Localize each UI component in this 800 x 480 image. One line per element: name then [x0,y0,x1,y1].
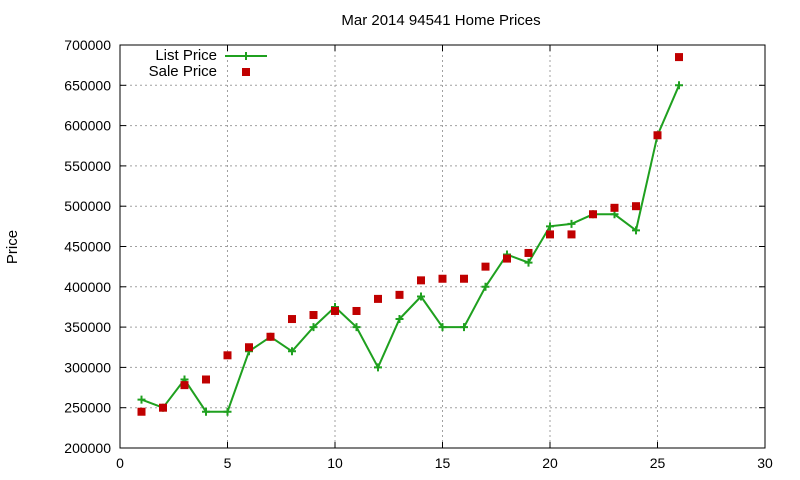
sale-price-point [481,262,490,271]
sale-price-point [352,306,361,315]
legend-marker-list-price [242,52,250,60]
list-price-point [288,347,296,356]
list-price-point [460,323,468,332]
sale-price-point [653,131,662,140]
y-tick-label: 300000 [64,359,111,375]
legend-label-sale-price: Sale Price [149,63,217,80]
x-tick-label: 5 [224,455,232,471]
sale-price-point [632,202,640,211]
list-price-point [567,219,576,228]
sale-price-point [331,306,339,315]
sale-price-point [546,230,554,239]
grid-lines [120,45,765,448]
list-price-point [374,363,382,372]
y-axis-label: Price [4,230,21,264]
sale-price-point [395,290,404,299]
axis-ticks: 200000 250000 300000 350000 400000 450000 5000… [64,37,773,471]
x-tick-label: 20 [542,455,558,471]
y-tick-label: 400000 [64,279,111,295]
x-tick-label: 10 [327,455,343,471]
legend-label-list-price: List Price [155,47,217,64]
legend: List Price Sale Price [149,47,267,80]
y-tick-label: 500000 [64,198,111,214]
list-price-line [141,84,680,413]
sale-price-point [137,407,146,416]
sale-price-point [675,53,683,62]
list-price-point [202,407,210,416]
x-tick-label: 15 [435,455,451,471]
y-tick-label: 550000 [64,158,111,174]
sale-price-point [417,276,425,285]
sale-price-point [460,274,468,283]
sale-price-point [180,381,189,390]
list-price-point [395,315,404,324]
sale-price-point [374,294,382,303]
sale-price-point [202,375,210,384]
sale-price-point [288,315,296,324]
list-price-point [675,81,683,90]
sale-price-point [589,210,597,219]
sale-price-point [610,203,619,212]
list-price-point [546,222,554,231]
list-price-point [309,323,318,332]
sale-price-point [266,332,275,341]
legend-swatch-sale-price [242,68,250,76]
sale-price-point [223,351,232,360]
sale-price-point [245,343,253,352]
sale-price-point [503,254,511,263]
sale-price-point [524,248,533,257]
x-tick-label: 25 [650,455,666,471]
x-tick-label: 0 [116,455,124,471]
plot-frame [119,44,766,449]
list-price-point [137,395,146,404]
y-tick-label: 250000 [64,400,111,416]
list-price-point [524,258,533,267]
list-price-point [438,323,447,332]
x-tick-label: 30 [757,455,773,471]
list-price-point [632,226,640,235]
y-tick-label: 700000 [64,37,111,53]
sale-price-point [159,403,167,412]
sale-price-point [438,274,447,283]
list-price-point [352,323,361,332]
y-tick-label: 450000 [64,239,111,255]
sale-price-point [309,311,318,320]
y-tick-label: 200000 [64,440,111,456]
list-price-point [417,292,425,301]
list-price-point [481,282,490,291]
y-tick-label: 350000 [64,319,111,335]
sale-price-point [567,230,576,239]
chart-title: Mar 2014 94541 Home Prices [341,12,540,29]
data-series [137,53,683,416]
y-tick-label: 600000 [64,118,111,134]
y-tick-label: 650000 [64,77,111,93]
list-price-point [223,407,232,416]
